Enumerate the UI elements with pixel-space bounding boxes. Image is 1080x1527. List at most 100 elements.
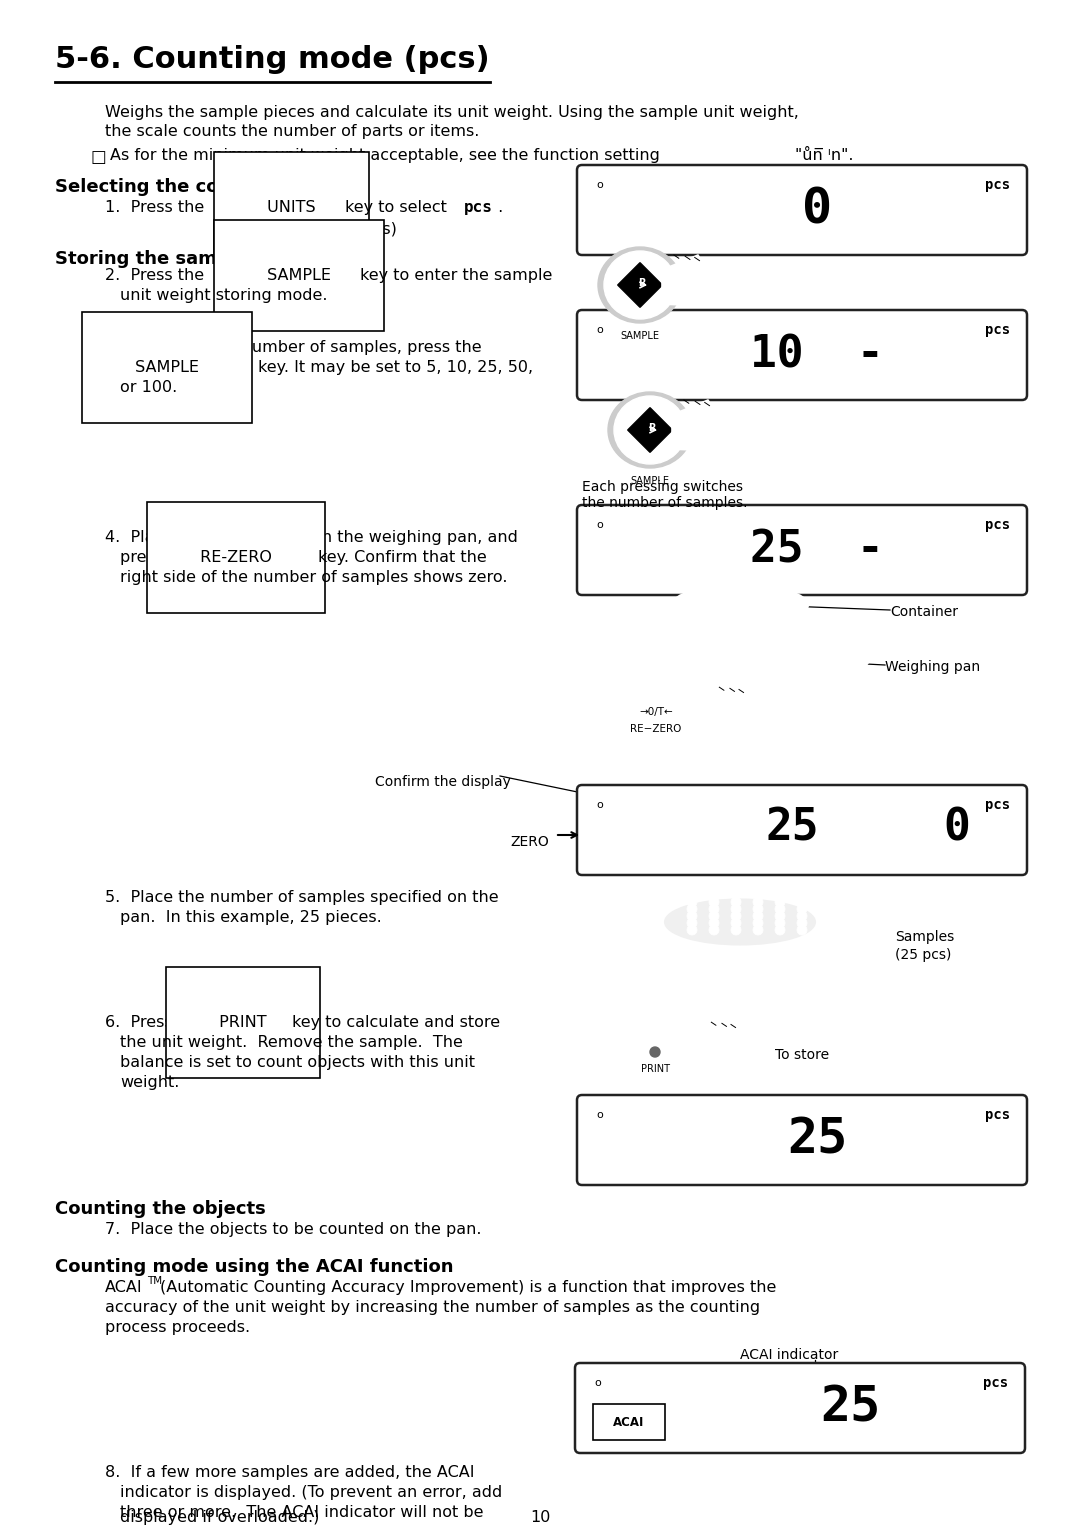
Text: Weighing pan: Weighing pan xyxy=(885,660,981,673)
FancyBboxPatch shape xyxy=(575,1364,1025,1454)
Text: 5.  Place the number of samples specified on the: 5. Place the number of samples specified… xyxy=(105,890,499,906)
Text: ACAI indicator: ACAI indicator xyxy=(740,1348,838,1362)
Polygon shape xyxy=(618,263,662,307)
Circle shape xyxy=(687,918,697,928)
Text: accuracy of the unit weight by increasing the number of samples as the counting: accuracy of the unit weight by increasin… xyxy=(105,1299,760,1315)
Text: Counting mode using the ACAI function: Counting mode using the ACAI function xyxy=(55,1258,454,1277)
Text: o: o xyxy=(596,325,603,334)
Circle shape xyxy=(775,925,785,935)
Text: (Automatic Counting Accuracy Improvement) is a function that improves the: (Automatic Counting Accuracy Improvement… xyxy=(160,1280,777,1295)
Text: process proceeds.: process proceeds. xyxy=(105,1319,251,1335)
Circle shape xyxy=(708,918,719,928)
Ellipse shape xyxy=(598,247,681,324)
FancyBboxPatch shape xyxy=(577,785,1027,875)
Text: pcs: pcs xyxy=(985,179,1010,192)
Circle shape xyxy=(797,904,807,915)
Text: TM: TM xyxy=(147,1277,162,1286)
Text: RE-ZERO: RE-ZERO xyxy=(195,550,276,565)
Text: 0: 0 xyxy=(802,186,832,234)
Polygon shape xyxy=(672,400,720,450)
Circle shape xyxy=(797,925,807,935)
Text: Each pressing switches: Each pressing switches xyxy=(582,479,743,495)
Text: □: □ xyxy=(90,148,106,166)
Text: key. Confirm that the: key. Confirm that the xyxy=(318,550,487,565)
Text: ZERO: ZERO xyxy=(510,835,549,849)
Circle shape xyxy=(731,896,741,907)
Text: or 100.: or 100. xyxy=(120,380,177,395)
FancyBboxPatch shape xyxy=(577,310,1027,400)
Text: →0/T←: →0/T← xyxy=(639,707,673,718)
Text: o: o xyxy=(594,1377,600,1388)
Text: 25: 25 xyxy=(820,1383,880,1432)
FancyBboxPatch shape xyxy=(593,1403,665,1440)
Circle shape xyxy=(775,912,785,921)
Circle shape xyxy=(708,896,719,907)
Text: Counting the objects: Counting the objects xyxy=(55,1200,266,1219)
Ellipse shape xyxy=(615,395,686,464)
Circle shape xyxy=(708,904,719,915)
Circle shape xyxy=(731,904,741,915)
Text: weight.: weight. xyxy=(120,1075,179,1090)
Ellipse shape xyxy=(600,692,720,748)
Text: key to calculate and store: key to calculate and store xyxy=(292,1015,500,1031)
Text: o: o xyxy=(596,521,603,530)
Circle shape xyxy=(687,904,697,915)
Text: right side of the number of samples shows zero.: right side of the number of samples show… xyxy=(120,570,508,585)
Circle shape xyxy=(687,925,697,935)
Text: SAMPLE: SAMPLE xyxy=(631,476,670,486)
Ellipse shape xyxy=(608,1025,712,1086)
Circle shape xyxy=(687,896,697,907)
Text: 10: 10 xyxy=(530,1510,550,1525)
Text: pcs: pcs xyxy=(983,1376,1008,1390)
Circle shape xyxy=(643,1040,667,1064)
Text: 5-6. Counting mode (pcs): 5-6. Counting mode (pcs) xyxy=(55,44,489,73)
Circle shape xyxy=(650,1048,660,1057)
Circle shape xyxy=(775,918,785,928)
Text: 10  -: 10 - xyxy=(751,333,883,377)
Text: key to select: key to select xyxy=(345,200,447,215)
Text: the scale counts the number of parts or items.: the scale counts the number of parts or … xyxy=(105,124,480,139)
Circle shape xyxy=(708,925,719,935)
Text: 25: 25 xyxy=(766,806,819,849)
FancyBboxPatch shape xyxy=(577,1095,1027,1185)
Text: Selecting the counting mode: Selecting the counting mode xyxy=(55,179,347,195)
Text: 6.  Press the: 6. Press the xyxy=(105,1015,204,1031)
Text: Storing the sample unit: Storing the sample unit xyxy=(55,250,295,269)
Text: 3.   To select the number of samples, press the: 3. To select the number of samples, pres… xyxy=(105,341,482,354)
Text: SAMPLE: SAMPLE xyxy=(130,360,204,376)
Ellipse shape xyxy=(665,899,815,945)
Text: 0: 0 xyxy=(944,806,970,849)
Polygon shape xyxy=(708,687,754,734)
Text: o: o xyxy=(596,800,603,809)
Text: key to enter the sample: key to enter the sample xyxy=(360,269,552,282)
Text: press the: press the xyxy=(120,550,194,565)
Circle shape xyxy=(797,912,807,921)
Text: Container: Container xyxy=(890,605,958,618)
Circle shape xyxy=(753,918,762,928)
FancyBboxPatch shape xyxy=(577,165,1027,255)
Text: o: o xyxy=(596,180,603,189)
Text: ACAI: ACAI xyxy=(613,1416,645,1428)
Text: UNITS: UNITS xyxy=(262,200,321,215)
Text: .: . xyxy=(492,200,503,215)
Text: PRINT: PRINT xyxy=(214,1015,272,1031)
Text: indicator is displayed. (To prevent an error, add: indicator is displayed. (To prevent an e… xyxy=(120,1484,502,1500)
Text: pcs: pcs xyxy=(985,799,1010,812)
Circle shape xyxy=(687,912,697,921)
Text: "ůn̅ ᴵn".: "ůn̅ ᴵn". xyxy=(795,148,853,163)
Ellipse shape xyxy=(604,250,676,319)
Text: pcs: pcs xyxy=(985,1109,1010,1122)
FancyBboxPatch shape xyxy=(577,505,1027,596)
Circle shape xyxy=(753,904,762,915)
Text: pcs: pcs xyxy=(985,518,1010,531)
Text: displayed if overloaded.): displayed if overloaded.) xyxy=(120,1510,320,1525)
Text: pcs: pcs xyxy=(985,324,1010,337)
Polygon shape xyxy=(700,1022,745,1070)
Text: unit weight storing mode.: unit weight storing mode. xyxy=(120,289,327,302)
Text: (pcs  :pieces): (pcs :pieces) xyxy=(291,221,396,237)
Ellipse shape xyxy=(672,585,808,625)
Circle shape xyxy=(797,896,807,907)
Circle shape xyxy=(753,925,762,935)
Polygon shape xyxy=(585,1000,855,1031)
Text: 1.  Press the: 1. Press the xyxy=(105,200,204,215)
